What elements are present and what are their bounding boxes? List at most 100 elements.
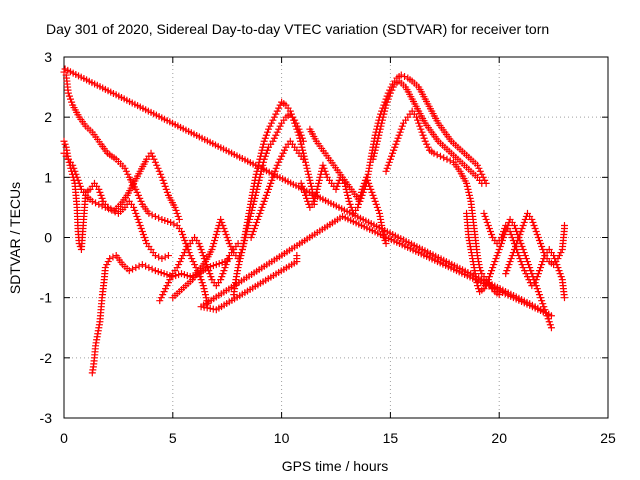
data-point <box>253 185 261 193</box>
data-point <box>555 252 563 260</box>
data-point <box>137 197 145 205</box>
y-axis-ticks: -3 -2 -1 0 1 2 3 <box>40 49 608 426</box>
data-point <box>381 104 389 112</box>
data-point <box>382 167 390 175</box>
data-point <box>217 215 225 223</box>
data-point <box>199 252 207 260</box>
data-point <box>304 197 312 205</box>
data-point <box>201 291 209 299</box>
data-point <box>67 95 75 103</box>
data-point <box>61 65 69 73</box>
data-point <box>166 276 174 284</box>
data-point <box>484 221 492 229</box>
data-point <box>61 140 69 148</box>
data-point <box>307 179 315 187</box>
y-tick-label: 1 <box>44 169 52 185</box>
data-point <box>303 164 311 172</box>
data-point <box>386 155 394 163</box>
data-point <box>495 246 503 254</box>
data-point <box>314 182 322 190</box>
data-point <box>373 203 381 211</box>
data-point <box>376 128 384 136</box>
data-point <box>189 258 197 266</box>
data-point <box>209 243 217 251</box>
data-point <box>257 170 265 178</box>
data-point <box>248 206 256 214</box>
data-point <box>97 191 105 199</box>
series-arc-j <box>306 71 490 205</box>
data-point <box>256 173 264 181</box>
data-point <box>520 249 528 257</box>
data-point <box>423 140 431 148</box>
series-arc-a <box>60 68 212 308</box>
data-point <box>506 258 514 266</box>
data-point <box>248 230 256 238</box>
data-point <box>508 252 516 260</box>
data-point <box>393 137 401 145</box>
data-point <box>416 122 424 130</box>
data-point <box>525 261 533 269</box>
data-point <box>103 261 111 269</box>
data-point <box>313 185 321 193</box>
data-point <box>136 194 144 202</box>
data-point <box>252 188 260 196</box>
data-point <box>302 161 310 169</box>
data-point <box>218 218 226 226</box>
data-point <box>246 212 254 220</box>
data-point <box>72 170 80 178</box>
data-point <box>142 262 150 270</box>
data-point <box>303 194 311 202</box>
data-point <box>371 197 379 205</box>
data-point <box>508 234 516 241</box>
grid-lines <box>64 57 608 418</box>
data-point <box>195 240 203 248</box>
data-point <box>489 264 497 272</box>
data-point <box>65 92 73 100</box>
data-point <box>141 234 149 241</box>
data-point <box>368 188 376 196</box>
data-point <box>154 164 162 172</box>
data-point <box>106 255 114 263</box>
data-point <box>433 151 441 159</box>
data-point <box>527 267 535 275</box>
data-point <box>220 224 228 232</box>
data-point <box>374 134 382 142</box>
y-tick-label: 3 <box>44 49 52 65</box>
data-point <box>188 255 196 263</box>
data-point <box>179 252 187 260</box>
data-point <box>95 200 103 208</box>
data-point <box>158 173 166 181</box>
data-point <box>197 246 205 254</box>
data-point <box>315 176 323 184</box>
data-point <box>250 224 258 232</box>
data-point <box>396 128 404 136</box>
series-arc-e <box>156 234 242 305</box>
data-point <box>145 209 153 217</box>
data-point <box>372 200 380 208</box>
data-point <box>251 194 259 202</box>
data-point <box>75 179 83 187</box>
data-point <box>490 261 498 269</box>
data-point <box>397 125 405 133</box>
data-point <box>465 188 473 196</box>
data-point <box>206 304 214 312</box>
data-point <box>196 273 204 281</box>
data-point <box>138 227 146 235</box>
data-point <box>262 131 270 139</box>
data-point <box>224 255 232 263</box>
data-point <box>535 237 543 245</box>
data-point <box>211 237 219 245</box>
data-point <box>210 240 218 248</box>
data-point <box>236 258 244 266</box>
data-point <box>537 240 545 248</box>
data-point <box>374 206 382 214</box>
data-point <box>381 237 389 245</box>
x-tick-label: 15 <box>383 430 399 446</box>
x-axis-label: GPS time / hours <box>282 458 389 474</box>
data-point <box>526 264 534 272</box>
data-point <box>389 83 397 91</box>
data-point <box>122 167 130 175</box>
data-point <box>208 246 216 254</box>
data-point <box>220 267 228 275</box>
